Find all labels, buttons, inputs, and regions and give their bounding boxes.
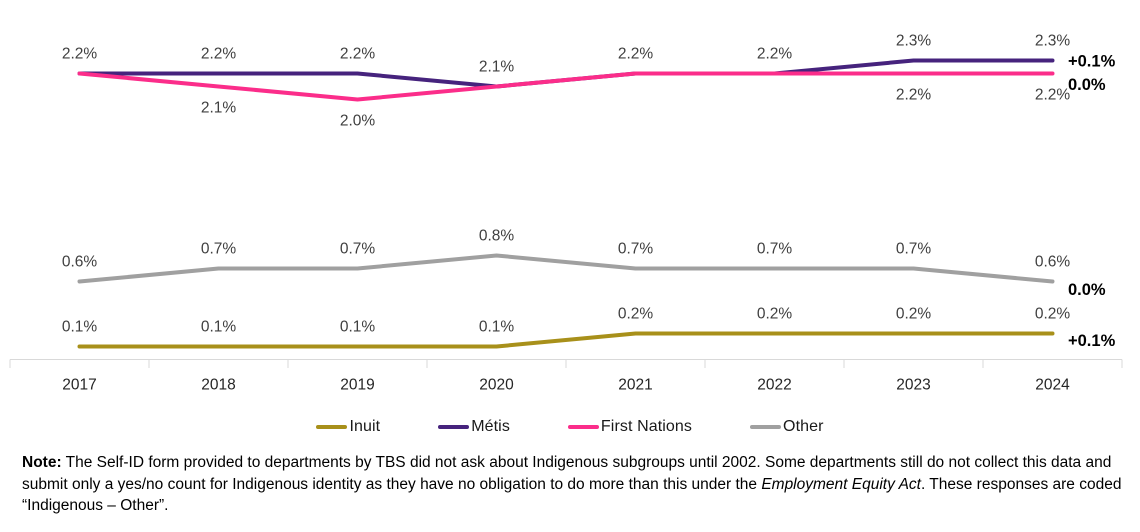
metis-line-swatch xyxy=(438,425,470,429)
data-label-inuit-2018: 0.1% xyxy=(201,319,237,336)
data-label-métis-2021: 2.2% xyxy=(618,46,654,63)
data-label-other-2022: 0.7% xyxy=(757,241,793,258)
data-label-first-nations-2018: 2.1% xyxy=(201,100,237,117)
data-label-other-2023: 0.7% xyxy=(896,241,932,258)
note-segment-2: Employment Equity Act xyxy=(761,475,921,493)
data-label-métis-2017: 2.2% xyxy=(62,46,98,63)
first-nations-line-swatch xyxy=(567,425,599,429)
other-line-swatch xyxy=(750,425,782,429)
legend-item-first-nations: First Nations xyxy=(567,418,693,436)
data-label-other-2021: 0.7% xyxy=(618,241,654,258)
x-axis-label-2020: 2020 xyxy=(479,377,514,394)
legend-label-metis: Métis xyxy=(471,418,510,435)
data-label-inuit-2024: 0.2% xyxy=(1035,306,1071,323)
data-label-first-nations-2019: 2.0% xyxy=(340,113,376,130)
x-axis-label-2017: 2017 xyxy=(62,377,96,394)
end-change-label-inuit: +0.1% xyxy=(1068,332,1116,350)
data-label-métis-2022: 2.2% xyxy=(757,46,793,63)
legend-label-inuit: Inuit xyxy=(349,418,381,435)
end-change-label-first-nations: 0.0% xyxy=(1068,76,1106,94)
data-label-inuit-2023: 0.2% xyxy=(896,306,932,323)
legend-label-first-nations: First Nations xyxy=(600,418,693,435)
x-axis-label-2024: 2024 xyxy=(1035,377,1070,394)
note-text: Note: The Self-ID form provided to depar… xyxy=(22,452,1125,517)
inuit-line-swatch xyxy=(316,425,348,429)
end-change-label-other: 0.0% xyxy=(1068,281,1106,299)
data-label-inuit-2019: 0.1% xyxy=(340,319,376,336)
note-segment-1: The Self-ID form provided to departments… xyxy=(22,454,1112,493)
data-label-other-2020: 0.8% xyxy=(479,228,515,245)
data-label-métis-2019: 2.2% xyxy=(340,46,376,63)
data-label-inuit-2017: 0.1% xyxy=(62,319,98,336)
series-line-first-nations xyxy=(77,71,1055,102)
data-label-inuit-2021: 0.2% xyxy=(618,306,654,323)
series-line-other xyxy=(77,253,1055,284)
x-axis-label-2018: 2018 xyxy=(201,377,235,394)
x-axis-label-2021: 2021 xyxy=(618,377,652,394)
legend-item-other: Other xyxy=(750,418,824,436)
data-label-métis-2023: 2.3% xyxy=(896,33,932,50)
x-axis-label-2023: 2023 xyxy=(896,377,930,394)
x-axis-label-2019: 2019 xyxy=(340,377,374,394)
data-label-métis-2018: 2.2% xyxy=(201,46,237,63)
data-label-métis-2024: 2.3% xyxy=(1035,33,1071,50)
legend-item-metis: Métis xyxy=(438,418,510,436)
data-label-inuit-2020: 0.1% xyxy=(479,319,515,336)
line-chart: 2017 2018 2019 2020 2021 2022 2023 2024 0.1% 0.1%… xyxy=(9,33,1123,394)
note-segment-3: . These responses are coded “Indigenous … xyxy=(22,475,1122,515)
data-label-other-2017: 0.6% xyxy=(62,254,98,271)
data-label-other-2018: 0.7% xyxy=(201,241,237,258)
data-label-first-nations-2023: 2.2% xyxy=(896,87,932,104)
data-label-métis-2020: 2.1% xyxy=(479,59,515,76)
legend-item-inuit: Inuit xyxy=(316,418,380,436)
series-line-inuit xyxy=(77,331,1055,349)
chart-legend: Inuit Métis First Nations Other xyxy=(0,411,1140,443)
data-label-other-2024: 0.6% xyxy=(1035,254,1071,271)
legend-label-other: Other xyxy=(783,418,824,435)
end-change-label-métis: +0.1% xyxy=(1068,53,1116,71)
x-axis-label-2022: 2022 xyxy=(757,377,791,394)
data-label-other-2019: 0.7% xyxy=(340,241,376,258)
note-segment-0: Note: xyxy=(22,454,62,471)
data-label-inuit-2022: 0.2% xyxy=(757,306,793,323)
data-label-first-nations-2024: 2.2% xyxy=(1035,87,1071,104)
